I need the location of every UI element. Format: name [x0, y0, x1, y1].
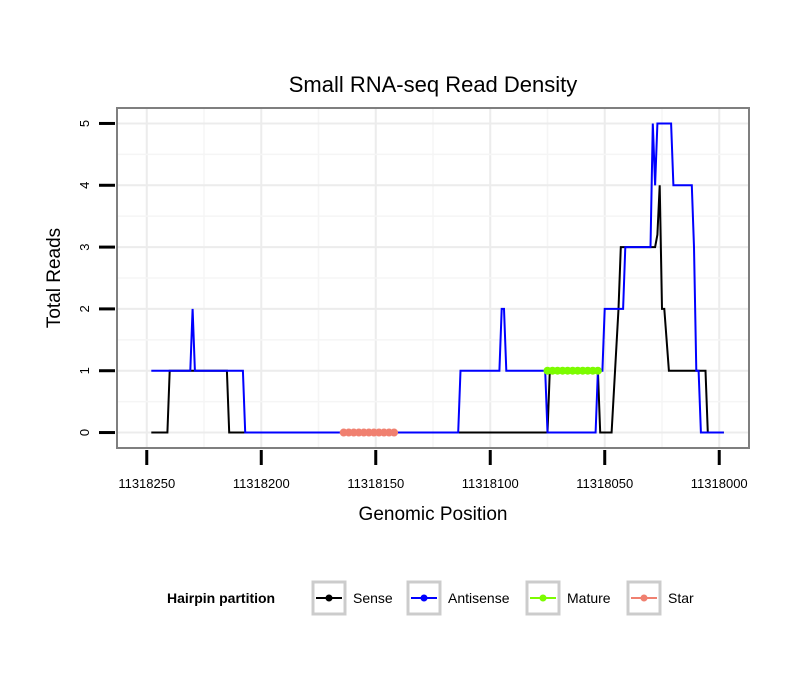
- plot-panel-border: [116, 107, 750, 449]
- y-tick-label: 4: [77, 182, 92, 189]
- y-tick-label: 3: [77, 243, 92, 250]
- legend-label-antisense: Antisense: [448, 590, 510, 606]
- legend-key-point-mature: [539, 594, 547, 602]
- y-tick-label: 5: [77, 120, 92, 127]
- x-tick-label: 11318250: [118, 476, 175, 491]
- legend-label-star: Star: [668, 590, 694, 606]
- legend-key-point-sense: [325, 594, 333, 602]
- legend-title: Hairpin partition: [167, 590, 275, 606]
- legend-label-sense: Sense: [353, 590, 393, 606]
- x-axis-title: Genomic Position: [359, 504, 508, 525]
- legend-label-mature: Mature: [567, 590, 611, 606]
- chart-title: Small RNA-seq Read Density: [289, 72, 578, 97]
- y-axis: 0 1 2 3 4 5: [77, 120, 115, 436]
- series-line-sense: [151, 185, 724, 434]
- legend-key-point-antisense: [420, 594, 428, 602]
- series-point-star: [390, 428, 399, 437]
- y-tick-label: 2: [77, 305, 92, 312]
- y-axis-title: Total Reads: [44, 228, 65, 328]
- series-layer: [151, 122, 724, 437]
- x-tick-label: 11318000: [691, 476, 748, 491]
- x-axis: 11318250 11318200 11318150 11318100 11318050…: [118, 450, 748, 491]
- x-tick-label: 11318200: [233, 476, 290, 491]
- x-tick-label: 11318100: [462, 476, 519, 491]
- y-tick-label: 0: [77, 429, 92, 436]
- legend-key-point-star: [640, 594, 648, 602]
- legend: Hairpin partition Sense Antisense Mature St…: [167, 580, 694, 616]
- y-tick-label: 1: [77, 367, 92, 374]
- x-tick-label: 11318050: [576, 476, 633, 491]
- series-point-mature: [593, 366, 602, 375]
- x-tick-label: 11318150: [347, 476, 404, 491]
